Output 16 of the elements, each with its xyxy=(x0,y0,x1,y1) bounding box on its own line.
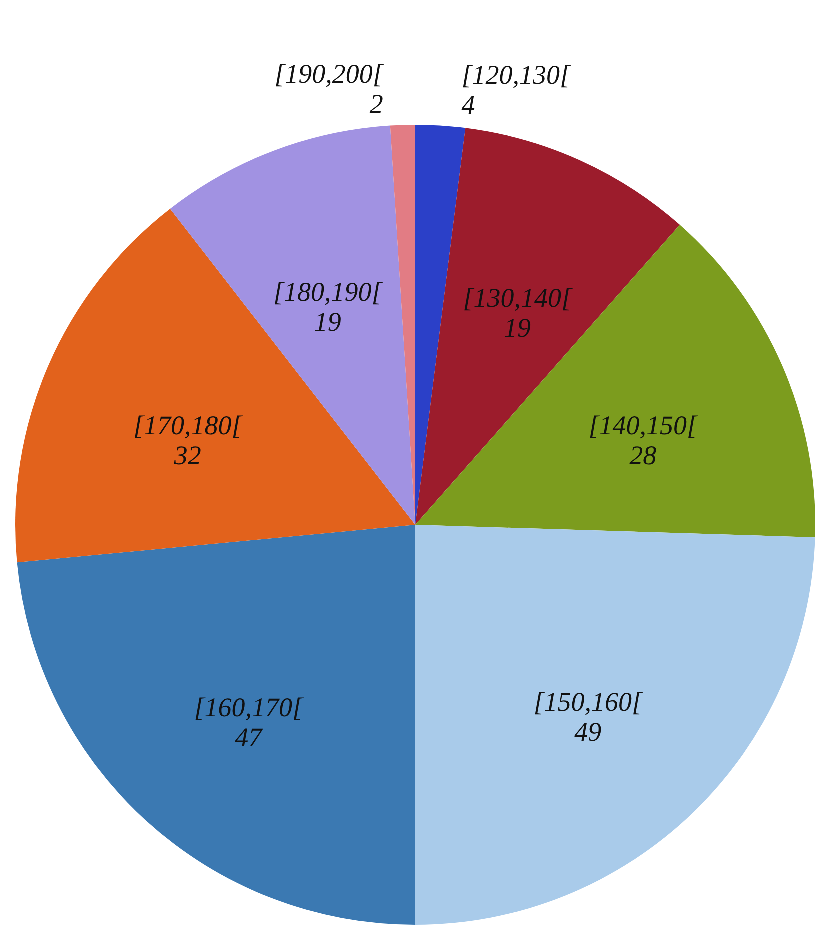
slice-label: [140,150[ xyxy=(588,410,699,441)
slice-label: [170,180[ xyxy=(134,410,244,441)
slice-label: [130,140[ xyxy=(463,282,574,313)
slice-label: [190,200[ xyxy=(274,59,385,90)
data-label: 19 xyxy=(504,312,532,343)
slice-label: [120,130[ xyxy=(462,60,572,90)
data-label: 47 xyxy=(235,722,264,752)
slice-label: [150,160[ xyxy=(534,687,644,718)
data-label: 19 xyxy=(314,307,342,338)
slice-label: [180,190[ xyxy=(273,277,384,308)
data-label: 4 xyxy=(462,90,476,120)
data-label: 32 xyxy=(173,440,202,471)
data-label: 49 xyxy=(574,717,602,748)
slice-label: [160,170[ xyxy=(194,692,304,722)
data-label: 2 xyxy=(370,89,384,120)
data-label: 28 xyxy=(630,440,658,471)
